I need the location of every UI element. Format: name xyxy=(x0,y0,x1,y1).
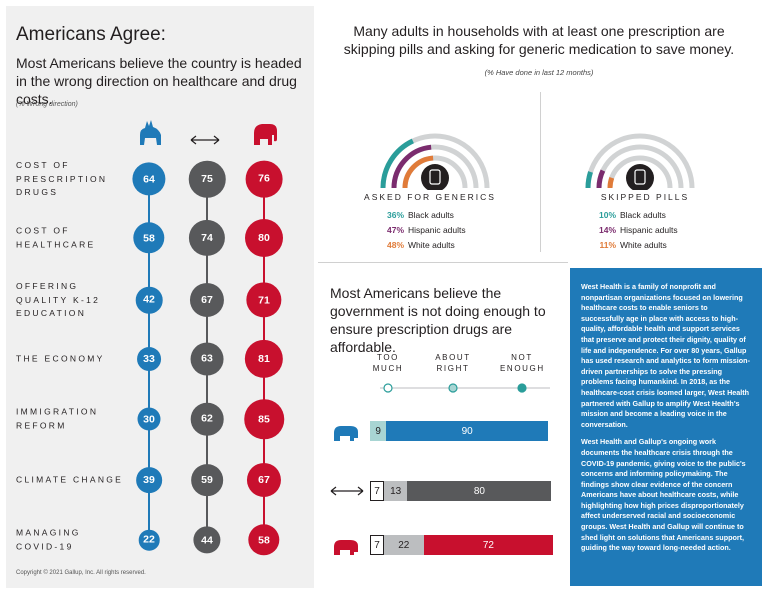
pills-icon xyxy=(626,164,654,190)
bar-segment: 80 xyxy=(407,481,552,501)
arc-value xyxy=(596,169,606,189)
info-paragraph-2: West Health and Gallup's ongoing work do… xyxy=(581,437,746,553)
ind-value-circle: 75 xyxy=(188,160,226,198)
arc-legend-pct: 14% xyxy=(598,225,616,235)
info-paragraph-1: West Health is a family of nonprofit and… xyxy=(581,282,750,429)
pill-bottle-icon xyxy=(421,164,449,190)
ind-value-circle: 63 xyxy=(190,342,224,376)
option-scale xyxy=(380,383,550,393)
arc-legend-pct: 47% xyxy=(386,225,404,235)
dem-value-circle: 33 xyxy=(137,347,161,371)
arc-value xyxy=(391,144,432,189)
generics-note: (% Have done in last 12 months) xyxy=(484,68,594,77)
ind-value-circle: 59 xyxy=(191,464,223,496)
pill-bottle-icon-glyph xyxy=(429,169,441,185)
wrong-direction-note: (% Wrong direction) xyxy=(16,101,78,108)
elephant-icon xyxy=(334,540,358,555)
ind-value-circle: 74 xyxy=(188,219,226,257)
arc-value xyxy=(585,171,593,189)
bar-segment: 13 xyxy=(384,481,408,501)
issue-label: COST OF PRESCRIPTION DRUGS xyxy=(16,159,108,197)
asked-generics-heading: ASKED FOR GENERICS xyxy=(364,192,496,202)
bar-segment: 7 xyxy=(370,481,384,501)
option-about-right: ABOUT RIGHT xyxy=(435,353,471,373)
arc-track xyxy=(607,155,673,189)
arc-charts xyxy=(380,133,695,190)
bar-segment: 72 xyxy=(423,535,554,555)
arc-legend-label: Black adults xyxy=(408,210,454,220)
dem-value-circle: 39 xyxy=(136,467,162,493)
arc-legend-row: 14% Hispanic adults xyxy=(590,225,678,235)
arc-legend-label: Black adults xyxy=(620,210,666,220)
arc-legend-label: Hispanic adults xyxy=(408,225,466,235)
ind-value-circle: 44 xyxy=(193,526,221,554)
arc-legend-label: White adults xyxy=(620,240,667,250)
about-right-marker xyxy=(448,383,458,393)
copyright: Copyright © 2021 Gallup, Inc. All rights… xyxy=(16,570,146,576)
arc-value xyxy=(402,155,434,189)
arc-value xyxy=(607,176,615,189)
arc-legend-pct: 11% xyxy=(599,240,616,250)
dem-value-circle: 58 xyxy=(133,222,165,254)
skipped-pills-heading: SKIPPED PILLS xyxy=(600,192,690,202)
rep-value-circle: 67 xyxy=(246,462,282,498)
arc-legend-row: 48% White adults xyxy=(378,240,455,250)
panel-subtitle: Most Americans believe the country is he… xyxy=(16,55,302,107)
elephant-icon xyxy=(254,124,277,145)
dem-value-circle: 42 xyxy=(135,286,163,314)
issue-label: IMMIGRATION REFORM xyxy=(16,406,99,431)
issue-label: OFFERING QUALITY K-12 EDUCATION xyxy=(16,280,101,318)
option-too-much: TOO MUCH xyxy=(372,353,404,373)
too-much-marker xyxy=(383,383,393,393)
donkey-icon xyxy=(334,426,358,441)
rep-value-circle: 58 xyxy=(248,524,280,556)
arc-legend-row: 10% Black adults xyxy=(590,210,666,220)
panel-title: Americans Agree: xyxy=(16,24,166,45)
pills-icon-glyph xyxy=(634,169,646,185)
dem-value-circle: 22 xyxy=(138,529,160,551)
horizontal-divider xyxy=(318,262,568,263)
bar-segment: 9 xyxy=(370,421,387,441)
dem-value-circle: 30 xyxy=(137,407,161,431)
arc-legend-label: White adults xyxy=(408,240,455,250)
dem-value-circle: 64 xyxy=(132,162,166,196)
issue-label: COST OF HEALTHCARE xyxy=(16,225,96,250)
arc-legend-row: 47% Hispanic adults xyxy=(378,225,466,235)
section-divider xyxy=(540,92,541,252)
ind-value-circle: 62 xyxy=(190,402,224,436)
arc-legend-row: 36% Black adults xyxy=(378,210,454,220)
arc-legend-pct: 10% xyxy=(598,210,616,220)
issue-label: CLIMATE CHANGE xyxy=(16,474,124,485)
issue-label: THE ECONOMY xyxy=(16,353,105,364)
left-right-arrow-icon xyxy=(190,135,220,145)
arc-value xyxy=(380,138,414,189)
rep-value-circle: 80 xyxy=(245,219,283,257)
government-title: Most Americans believe the government is… xyxy=(330,285,546,355)
ind-value-circle: 67 xyxy=(189,282,225,318)
arc-legend-row: 11% White adults xyxy=(590,240,667,250)
rep-value-circle: 71 xyxy=(246,282,282,318)
issue-label: MANAGING COVID-19 xyxy=(16,527,81,552)
arc-legend-pct: 48% xyxy=(386,240,404,250)
donkey-icon xyxy=(140,120,161,145)
bar-segment: 7 xyxy=(370,535,384,555)
bar-segment: 22 xyxy=(384,535,424,555)
rep-value-circle: 81 xyxy=(244,339,284,379)
left-panel: Americans Agree: Most Americans believe … xyxy=(6,6,314,588)
arc-legend-pct: 36% xyxy=(386,210,404,220)
info-box: West Health is a family of nonprofit and… xyxy=(570,268,762,586)
rep-value-circle: 76 xyxy=(245,160,283,198)
left-right-arrow-icon xyxy=(330,486,364,496)
bar-segment: 90 xyxy=(386,421,549,441)
generics-title: Many adults in households with at least … xyxy=(343,23,735,57)
arc-track xyxy=(585,133,695,189)
rep-value-circle: 85 xyxy=(244,399,284,439)
option-not-enough: NOT ENOUGH xyxy=(500,353,545,373)
arc-legend-label: Hispanic adults xyxy=(620,225,678,235)
not-enough-marker xyxy=(517,383,527,393)
